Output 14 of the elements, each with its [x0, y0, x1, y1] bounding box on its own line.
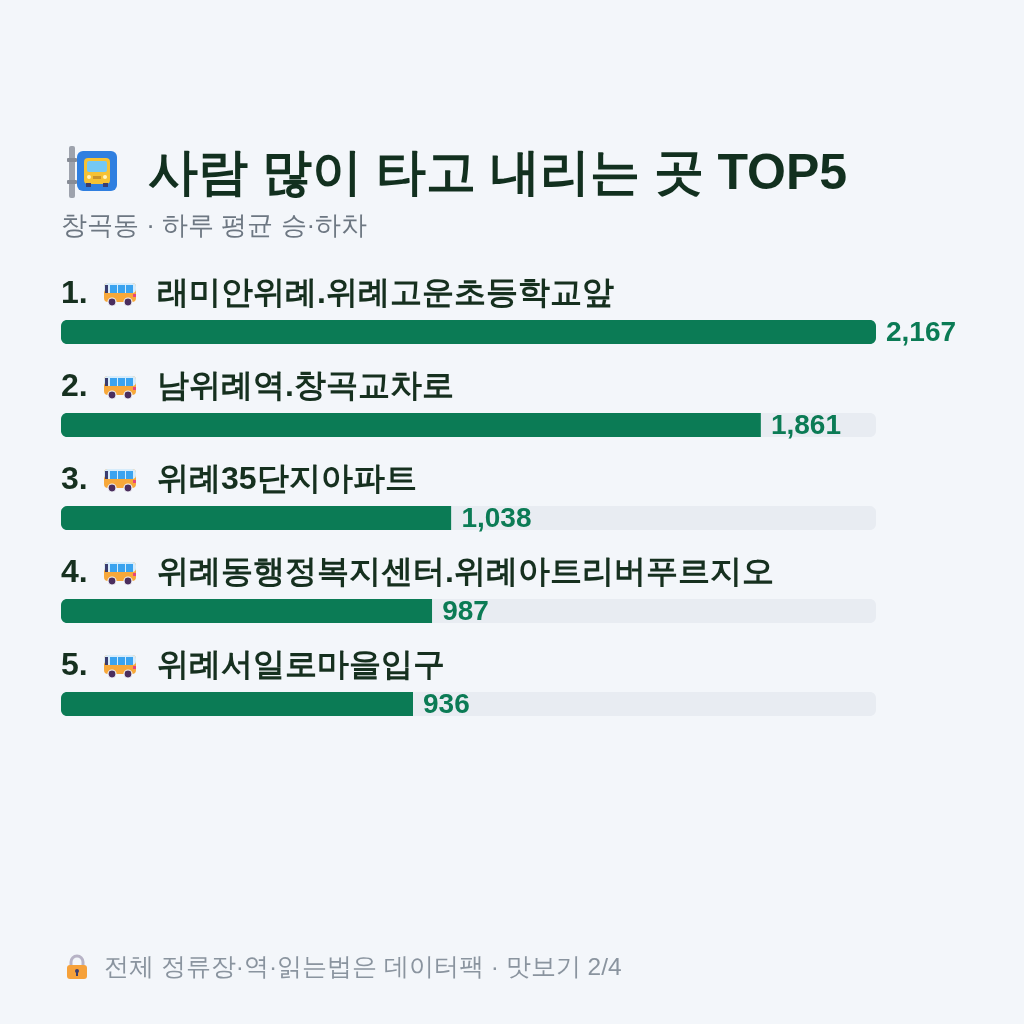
- chart-subtitle: 창곡동 · 하루 평균 승·하차: [61, 210, 368, 240]
- category-label: 2. 남위례역.창곡교차로: [61, 367, 454, 403]
- data-label: 1,038: [461, 502, 532, 533]
- category-label: 1. 래미안위례.위례고운초등학교앞: [61, 274, 614, 310]
- category-label: 5. 위례서일로마을입구: [61, 646, 445, 682]
- data-label: 987: [442, 595, 489, 626]
- category-label: 3. 위례35단지아파트: [61, 460, 417, 496]
- bar: [61, 320, 876, 344]
- data-label: 2,167: [886, 316, 957, 347]
- chart-title: 사람 많이 타고 내리는 곳 TOP5: [148, 144, 848, 200]
- text: 전체 정류장·역·읽는법은 데이터팩 · 맛보기 2/4: [104, 952, 622, 982]
- data-label: 936: [423, 688, 470, 719]
- data-label: 1,861: [770, 409, 841, 440]
- category-label: 4. 위례동행정복지센터.위례아트리버푸르지오: [61, 553, 774, 589]
